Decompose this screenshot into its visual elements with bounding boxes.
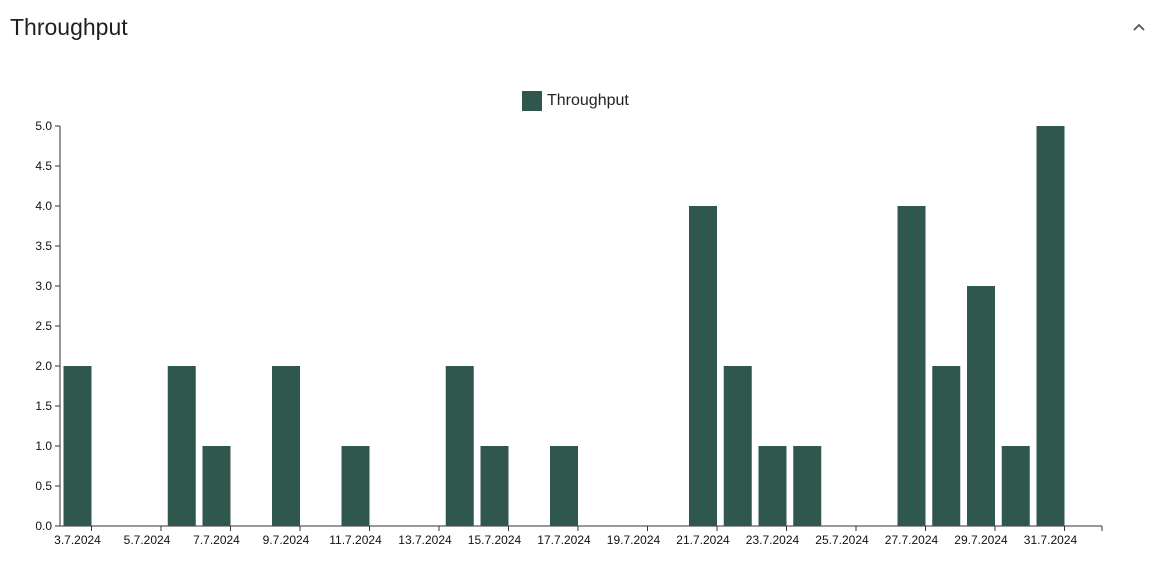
bar <box>63 366 92 526</box>
bar <box>1001 446 1030 526</box>
y-tick-label: 1.0 <box>35 439 52 453</box>
bar <box>550 446 578 526</box>
x-tick-label: 25.7.2024 <box>815 533 869 547</box>
y-tick-label: 0.5 <box>35 479 52 493</box>
x-tick-label: 27.7.2024 <box>885 533 939 547</box>
x-tick-label: 7.7.2024 <box>193 533 240 547</box>
bar <box>897 206 926 526</box>
y-tick-label: 3.5 <box>35 239 52 253</box>
panel-header: Throughput <box>0 0 1158 56</box>
y-tick-label: 4.0 <box>35 199 52 213</box>
x-tick-label: 21.7.2024 <box>676 533 730 547</box>
y-tick-label: 3.0 <box>35 279 52 293</box>
bar <box>480 446 509 526</box>
x-tick-label: 15.7.2024 <box>468 533 522 547</box>
legend-swatch <box>522 91 542 111</box>
bar <box>723 366 752 526</box>
x-tick-label: 19.7.2024 <box>607 533 661 547</box>
bar <box>272 366 300 526</box>
x-tick-label: 17.7.2024 <box>537 533 591 547</box>
bar <box>689 206 717 526</box>
y-tick-label: 2.5 <box>35 319 52 333</box>
bar <box>445 366 474 526</box>
x-tick-label: 3.7.2024 <box>54 533 101 547</box>
y-tick-label: 2.0 <box>35 359 52 373</box>
y-tick-label: 0.0 <box>35 519 52 533</box>
x-tick-label: 11.7.2024 <box>329 533 382 547</box>
bar <box>793 446 822 526</box>
x-tick-label: 31.7.2024 <box>1024 533 1078 547</box>
chart-legend: Throughput <box>522 90 629 112</box>
bar <box>202 446 231 526</box>
bar <box>341 446 370 526</box>
x-tick-label: 9.7.2024 <box>263 533 310 547</box>
y-tick-label: 1.5 <box>35 399 52 413</box>
x-tick-label: 23.7.2024 <box>746 533 800 547</box>
bar <box>967 286 995 526</box>
panel-title: Throughput <box>10 14 128 40</box>
bar <box>758 446 787 526</box>
y-tick-label: 5.0 <box>35 119 52 133</box>
bar <box>932 366 961 526</box>
x-tick-label: 29.7.2024 <box>954 533 1008 547</box>
chevron-up-icon[interactable] <box>1128 16 1150 38</box>
y-tick-label: 4.5 <box>35 159 52 173</box>
chevron-up-icon-shape <box>1133 23 1145 31</box>
x-tick-label: 13.7.2024 <box>398 533 452 547</box>
bar <box>167 366 196 526</box>
legend-label: Throughput <box>547 92 629 109</box>
x-tick-label: 5.7.2024 <box>124 533 171 547</box>
bar <box>1036 126 1065 526</box>
